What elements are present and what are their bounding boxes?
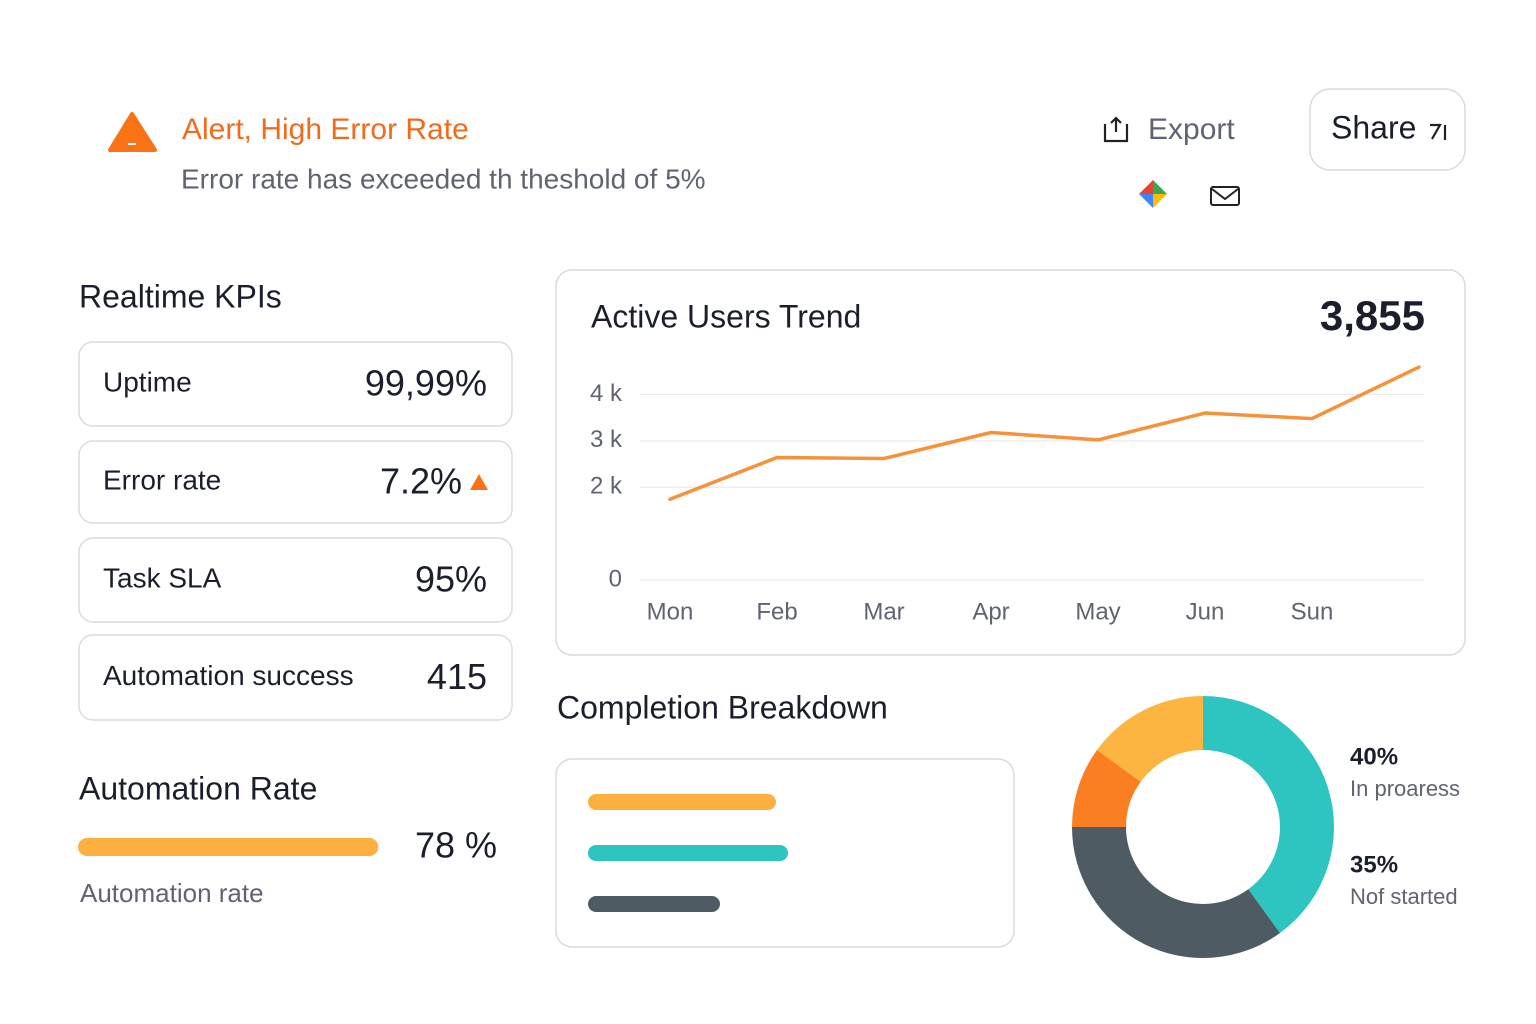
bar [588,845,788,861]
mail-icon[interactable] [1210,186,1240,206]
pie-slice [1203,696,1334,933]
pie-legend-label: Nof started [1350,884,1458,909]
pie-slice [1072,827,1280,958]
x-tick-label: Jun [1186,598,1225,625]
pie-value-label: 35% [1350,851,1398,878]
automation-rate-value: 78 % [415,825,497,866]
trend-up-icon [470,474,488,490]
share-button[interactable]: Share [1309,88,1466,171]
x-tick-label: Feb [756,598,797,625]
x-tick-label: Apr [972,598,1009,625]
kpi-value: 95% [415,559,487,600]
line-chart-title: Active Users Trend [591,298,861,334]
kpi-value: 7.2% [380,461,462,502]
x-tick-label: May [1075,598,1120,625]
bar-chart-title: Completion Breakdown [557,689,888,725]
kpi-card [78,341,513,427]
y-tick-label: 3 k [590,426,623,453]
alert-icon [108,112,157,152]
automation-rate-bar [78,838,379,856]
bar [588,794,776,810]
kpi-label: Error rate [103,464,221,495]
share-button-bg [1309,88,1466,171]
app-icon-part [1153,194,1167,208]
alert-icon-mark [128,143,136,145]
kpi-value: 99,99% [365,363,487,404]
line-chart-card [555,269,1466,656]
kpi-label: Automation success [103,660,354,691]
kpi-card [78,634,513,721]
line-chart-headline: 3,855 [1320,292,1425,339]
kpis-title: Realtime KPIs [79,278,282,314]
automation-rate-title: Automation Rate [79,770,317,806]
kpi-list: Uptime 99,99% Error rate 7.2% Task SLA 95% Aut… [78,341,513,721]
kpi-value: 415 [427,656,487,697]
kpi-label: Task SLA [103,562,222,593]
kpi-card [78,440,513,524]
export-icon [1103,116,1129,143]
x-tick-label: Mar [863,598,904,625]
kpi-label: Uptime [103,366,192,397]
kpi-card [78,537,513,623]
pie-value-label: 40% [1350,743,1398,770]
app-icon[interactable] [1139,180,1167,208]
share-icon [1430,123,1447,140]
mail-icon-box [1210,186,1240,206]
pie-slice [1097,696,1203,782]
export-button[interactable]: Export [1103,113,1235,146]
automation-rate-caption: Automation rate [80,878,264,908]
app-icon-part [1139,194,1153,208]
export-label: Export [1148,113,1235,146]
y-tick-label: 0 [609,565,622,592]
mail-icon-flap [1211,188,1239,201]
app-icon-part [1153,180,1167,194]
line-series [668,365,1421,502]
app-icon-part [1139,180,1153,194]
x-tick-label: Mon [647,598,694,625]
alert-message: Error rate has exceeded th theshold of 5… [181,163,706,194]
pie-slice [1072,750,1141,827]
share-label: Share [1331,109,1416,145]
bar [588,896,720,912]
x-tick-label: Sun [1291,598,1334,625]
pie-legend-label: In proaress [1350,776,1460,801]
alert-title: Alert, High Error Rate [182,113,469,146]
y-tick-label: 2 k [590,473,623,500]
y-tick-label: 4 k [590,380,623,407]
